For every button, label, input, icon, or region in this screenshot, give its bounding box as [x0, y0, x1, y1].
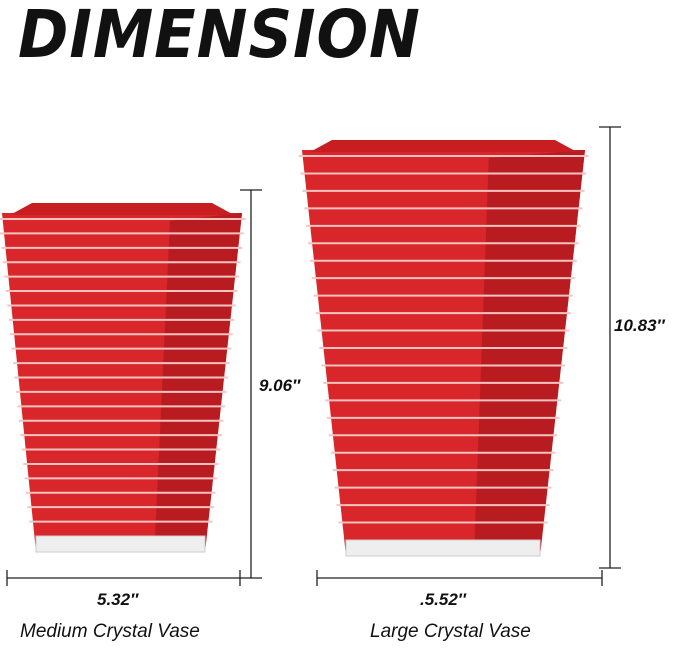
medium-product-name: Medium Crystal Vase [20, 621, 200, 642]
medium-width-line [6, 570, 241, 586]
large-height-label: 10.83′′ [614, 316, 665, 335]
large-width-line [316, 570, 603, 586]
page-title: DIMENSION [18, 0, 421, 73]
medium-height-label: 9.06′′ [259, 376, 301, 395]
vase-rim [10, 203, 234, 215]
medium-vase-image [0, 203, 246, 553]
large-width-label: .5.52′′ [420, 590, 466, 609]
medium-width-label: 5.32′′ [97, 590, 139, 609]
vase-clear-base [35, 535, 206, 553]
dimension-lines [6, 126, 621, 586]
vase-rim [310, 140, 577, 152]
vase-clear-base [345, 539, 541, 557]
vase-side-face [154, 213, 242, 552]
large-vase-image [298, 140, 589, 557]
large-product-name: Large Crystal Vase [370, 621, 531, 642]
vase-side-face [474, 150, 585, 556]
large-height-line [599, 126, 621, 569]
medium-height-line [240, 189, 262, 579]
